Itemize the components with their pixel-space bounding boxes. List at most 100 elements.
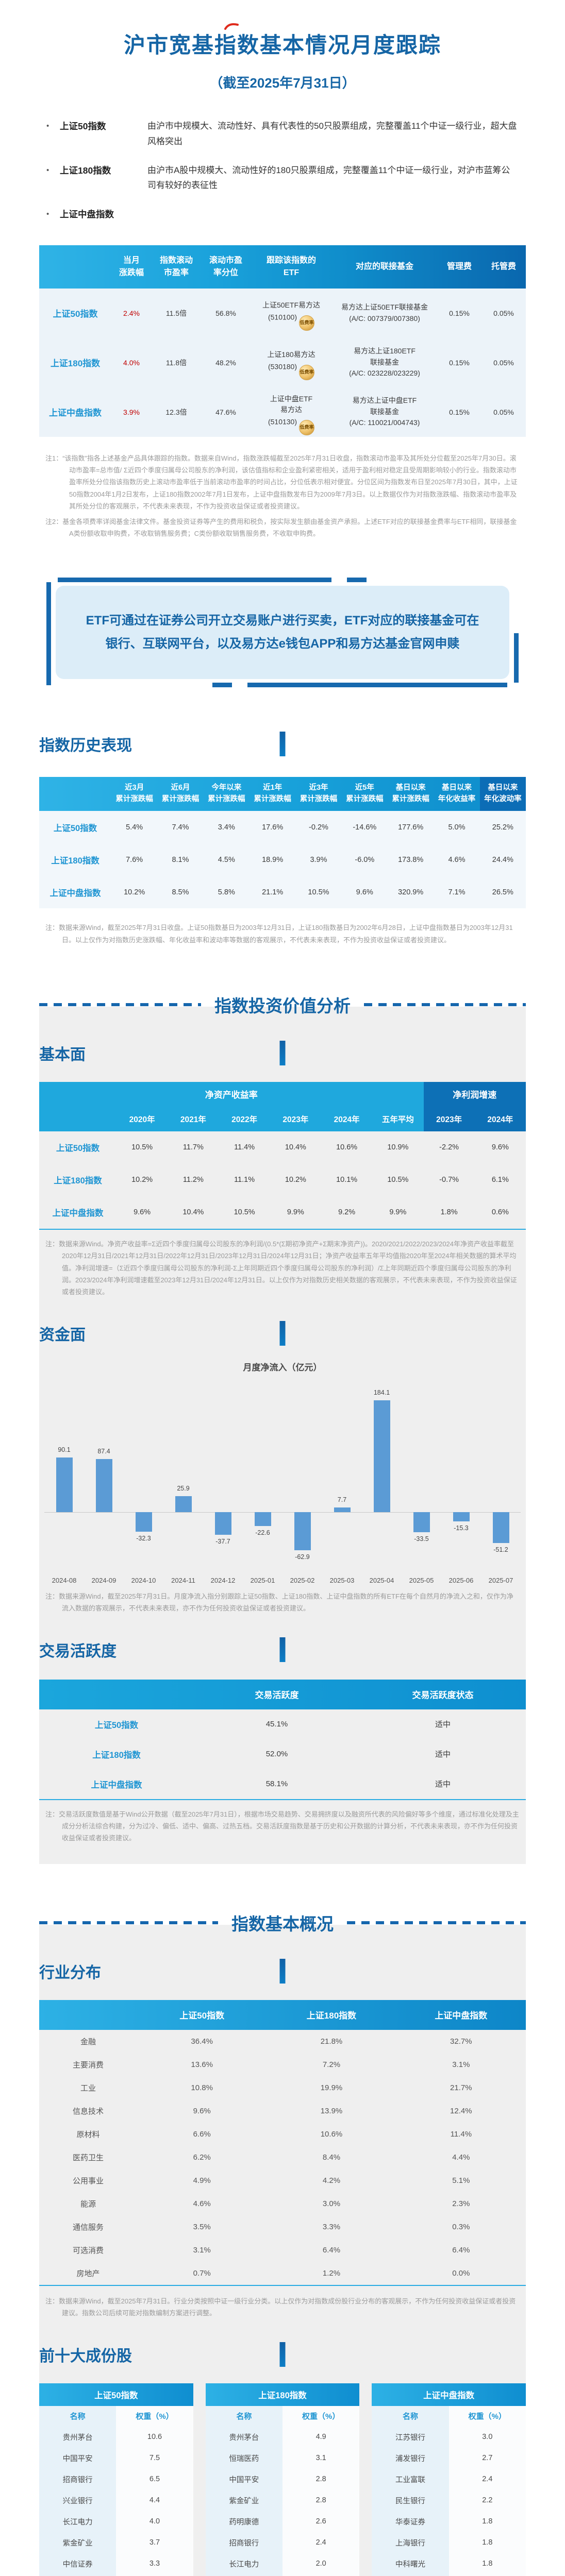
holding-row: 中信证券 3.3 [39, 2553, 193, 2574]
holding-row: 紫金矿业 3.7 [39, 2532, 193, 2553]
value-cell: 21.1% [262, 888, 284, 896]
value-cell: 10.8% [191, 2083, 213, 2092]
activity-value: 52.0% [265, 1750, 288, 1759]
value-cell: 32.7% [450, 2037, 472, 2046]
stock-name: 浦发银行 [372, 2447, 449, 2469]
value-cell: 9.2% [338, 1208, 356, 1217]
stock-name: 恒瑞医药 [39, 2574, 117, 2576]
holding-row: 贵州茅台 10.6 [39, 2426, 193, 2448]
banner-box: ETF可通过在证券公司开立交易账户进行买卖，ETF对应的联接基金可在银行、互联网… [56, 586, 509, 680]
holding-row: 招商银行 6.5 [39, 2468, 193, 2490]
value-cell: 177.6% [398, 823, 424, 832]
stock-name: 兴业银行 [39, 2489, 117, 2511]
stock-name: 招商银行 [205, 2532, 282, 2553]
heading-bar-icon [279, 1637, 286, 1662]
feeder-fund: 易方达上证50ETF联接基金 (A/C: 007379/007380) [341, 302, 428, 323]
bar-category: 2025-01 [250, 1576, 275, 1584]
heading-text: 资金面 [39, 1326, 86, 1344]
stock-weight: 4.0 [116, 2511, 193, 2532]
col-header: 近5年 累计涨跌幅 [346, 784, 384, 804]
pe-percentile: 47.6% [215, 408, 236, 416]
stock-name: 长江电力 [205, 2553, 282, 2574]
industry-name: 信息技术 [72, 2107, 104, 2116]
bar-value: -22.6 [255, 1529, 270, 1536]
bar-category: 2025-04 [369, 1576, 394, 1584]
stock-weight: 4.9 [282, 2426, 360, 2448]
section-divider: 指数基本概况 [39, 1910, 526, 1935]
value-cell: 12.4% [450, 2106, 472, 2115]
report-date: （截至2025年7月31日） [209, 75, 356, 91]
pe-ratio: 12.3倍 [165, 408, 187, 416]
holding-row: 恒瑞医药 3.1 [205, 2447, 360, 2469]
divider-dash-left [39, 1921, 218, 1924]
bar [254, 1512, 271, 1526]
title-pre: 沪市宽基 [123, 33, 214, 57]
index-name: 上证180指数 [92, 1750, 141, 1760]
section-divider: 指数投资价值分析 [39, 992, 526, 1017]
weight-header: 权重（%） [448, 2405, 526, 2427]
pe-percentile: 56.8% [215, 309, 236, 317]
value-cell: 0.0% [452, 2268, 470, 2278]
industry-table-row: 房地产 0.7% 1.2% 0.0% [39, 2262, 526, 2285]
footnote: 注：数据来源Wind，截至2025年7月31日收盘。上证50指数基日为2003年… [45, 924, 513, 944]
activity-value: 58.1% [265, 1780, 288, 1789]
activity-status: 适中 [435, 1780, 451, 1789]
column-headers: 名称 权重（%） [39, 2405, 193, 2427]
col-header: 今年以来 累计涨跌幅 [208, 784, 245, 804]
fundamentals-row: 上证中盘指数 9.6% 10.4% 10.5% 9.9% 9.2% 9.9% 1.8% 0.6% [39, 1196, 526, 1229]
value-cell: 9.9% [389, 1208, 407, 1217]
group-header: 净利润增速 [423, 1081, 526, 1107]
fee-table: 当月 涨跌幅 指数滚动 市盈率 滚动市盈 率分位 跟踪该指数的 ETF 对应的联接基金 管… [39, 245, 526, 437]
industry-name: 工业 [80, 2083, 96, 2093]
heading-text: 基本面 [39, 1046, 86, 1063]
value-cell: 9.6% [356, 888, 373, 896]
value-cell: 4.6% [193, 2199, 211, 2208]
activity-table: 交易活跃度 交易活跃度状态 上证50指数 45.1% 适中 上证180指数 52.0% 适中上… [39, 1679, 526, 1800]
index-name: 上证50指数 [56, 1144, 100, 1154]
divider-dash-left [39, 1003, 201, 1006]
bar-category: 2024-12 [210, 1576, 236, 1584]
stock-weight: 1.8 [448, 2532, 526, 2553]
col-header: 交易活跃度 [255, 1690, 299, 1701]
value-cell: 9.6% [491, 1143, 509, 1152]
value-cell: 3.3% [322, 2222, 341, 2231]
industry-name: 主要消费 [72, 2060, 104, 2070]
value-cell: -6.0% [355, 855, 375, 864]
stock-name: 紫金矿业 [205, 2489, 282, 2511]
section-title: 指数投资价值分析 [214, 996, 351, 1015]
value-cell: 0.3% [452, 2222, 470, 2231]
subsection-heading: 前十大成份股 [39, 2342, 526, 2367]
value-cell: 5.4% [126, 823, 143, 832]
value-cell: 6.2% [193, 2153, 211, 2162]
subsection-heading: 行业分布 [39, 1958, 526, 1984]
industry-table-row: 主要消费 13.6% 7.2% 3.1% [39, 2053, 526, 2076]
value-cell: 36.4% [191, 2037, 213, 2046]
stock-name: 中信证券 [39, 2553, 117, 2574]
industry-name: 原材料 [76, 2130, 100, 2139]
value-cell: 21.8% [320, 2037, 343, 2046]
purchase-channel-banner: ETF可通过在证券公司开立交易账户进行买卖，ETF对应的联接基金可在银行、互联网… [46, 578, 519, 688]
fee-table-row: 上证50指数 2.4% 11.5倍 56.8% 上证50ETF易方达 (510100)低… [39, 288, 526, 338]
monthly-change: 3.9% [123, 408, 140, 416]
stock-name: 北京银行 [372, 2574, 449, 2576]
list-item: • 上证180指数 由沪市A股中规模大、流动性好的180只股票组成，完整覆盖11… [46, 163, 519, 194]
bar-column: -32.3 2024-10 [124, 1388, 163, 1584]
holding-row: 中科曙光 1.8 [372, 2553, 526, 2574]
value-cell: 8.4% [322, 2153, 341, 2162]
index-name: 上证中盘指数 [49, 888, 101, 898]
value-cell: 18.9% [262, 855, 284, 864]
heading-bar-icon [279, 1320, 286, 1346]
bar-value: -33.5 [414, 1535, 429, 1543]
bar-column: -51.2 2025-07 [481, 1388, 521, 1584]
bullet-icon: • [46, 122, 49, 130]
holding-row: 贵州茅台 4.9 [205, 2426, 360, 2448]
value-cell: 10.5% [234, 1208, 255, 1217]
value-cell: 5.1% [452, 2176, 470, 2185]
fee-table-section: 当月 涨跌幅 指数滚动 市盈率 滚动市盈 率分位 跟踪该指数的 ETF 对应的联接基金 管… [39, 245, 526, 540]
col-header: 托管费 [491, 262, 516, 272]
heading-text: 前十大成份股 [39, 2347, 132, 2365]
etf-cell: 上证180易方达 (530180)低费率 [251, 349, 332, 381]
value-cell: 13.9% [320, 2106, 343, 2115]
activity-value: 45.1% [265, 1720, 288, 1729]
